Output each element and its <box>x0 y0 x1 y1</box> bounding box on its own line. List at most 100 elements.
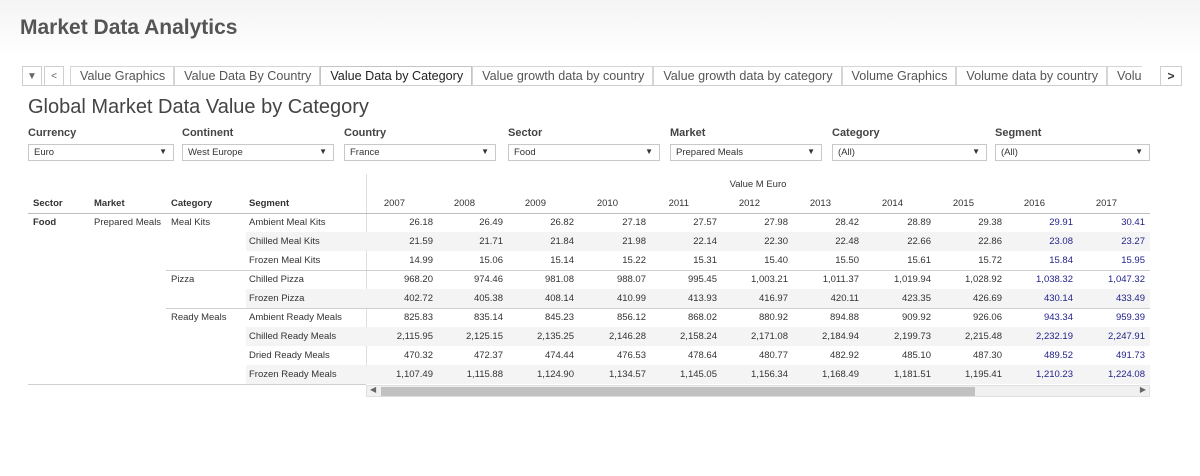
filter-currency: Currency Euro ▼ <box>28 127 174 161</box>
filter-value: Food <box>514 147 536 158</box>
column-header: Sector <box>33 198 63 209</box>
table-row: Frozen Pizza 402.72 405.38 408.14 410.99 413.… <box>246 289 1150 308</box>
tab-2[interactable]: Value Data by Category <box>320 66 473 85</box>
tab-0[interactable]: Value Graphics <box>70 66 175 85</box>
value-cell: 21.98 <box>622 236 646 247</box>
filter-dropdown[interactable]: Euro ▼ <box>28 144 174 161</box>
filter-value: (All) <box>838 147 855 158</box>
segment-label: Frozen Ready Meals <box>249 369 337 380</box>
table-row: Frozen Meal Kits 14.99 15.06 15.14 15.22 15.3… <box>246 251 1150 270</box>
tab-1[interactable]: Value Data By Country <box>174 66 321 85</box>
value-cell: 968.20 <box>403 274 433 285</box>
value-cell: 476.53 <box>616 350 646 361</box>
filter-value: Prepared Meals <box>676 147 744 158</box>
value-cell: 402.72 <box>403 293 433 304</box>
value-cell: 28.89 <box>907 217 931 228</box>
value-cell: 1,134.57 <box>609 369 646 380</box>
value-cell: 28.42 <box>835 217 859 228</box>
scroll-left-icon[interactable]: ◀ <box>370 385 377 394</box>
value-cell: 14.99 <box>409 255 433 266</box>
tab-5[interactable]: Volume Graphics <box>841 66 957 85</box>
table-row: Frozen Ready Meals 1,107.49 1,115.88 1,124.… <box>246 365 1150 384</box>
filter-label: Continent <box>182 127 234 139</box>
filter-dropdown[interactable]: France ▼ <box>344 144 496 161</box>
filter-market: Market Prepared Meals ▼ <box>670 127 822 161</box>
value-cell: 880.92 <box>758 312 788 323</box>
value-cell: 2,115.95 <box>396 331 433 342</box>
value-cell: 430.14 <box>1043 293 1073 304</box>
tab-7[interactable]: Volu <box>1107 66 1142 85</box>
caret-down-icon: ▼ <box>481 147 489 156</box>
value-cell: 894.88 <box>829 312 859 323</box>
value-cell: 15.14 <box>550 255 574 266</box>
value-cell: 15.84 <box>1049 255 1073 266</box>
horizontal-scrollbar[interactable]: ◀ ▶ <box>366 385 1150 397</box>
scrollbar-thumb[interactable] <box>381 387 975 396</box>
value-cell: 1,168.49 <box>822 369 859 380</box>
value-cell: 26.18 <box>409 217 433 228</box>
category-label: Pizza <box>171 274 195 285</box>
tab-4[interactable]: Value growth data by category <box>653 66 842 85</box>
value-cell: 21.71 <box>479 236 503 247</box>
value-cell: 974.46 <box>473 274 503 285</box>
caret-down-icon: ▼ <box>319 147 327 156</box>
caret-down-icon: ▼ <box>159 147 167 156</box>
value-cell: 943.34 <box>1043 312 1073 323</box>
segment-label: Frozen Pizza <box>249 293 305 304</box>
filter-country: Country France ▼ <box>344 127 496 161</box>
value-cell: 2,146.28 <box>609 331 646 342</box>
table-row: Chilled Ready Meals 2,115.95 2,125.15 2,135… <box>246 327 1150 346</box>
value-cell: 981.08 <box>544 274 574 285</box>
value-cell: 2,215.48 <box>965 331 1002 342</box>
caret-down-icon: ▼ <box>807 147 815 156</box>
value-cell: 27.57 <box>693 217 717 228</box>
value-cell: 2,247.91 <box>1108 331 1145 342</box>
value-cell: 480.77 <box>758 350 788 361</box>
caret-down-icon[interactable]: ▼ <box>22 66 42 86</box>
value-cell: 15.31 <box>693 255 717 266</box>
value-cell: 22.86 <box>978 236 1002 247</box>
filter-dropdown[interactable]: (All) ▼ <box>832 144 987 161</box>
top-bar: Market Data Analytics <box>0 0 1200 56</box>
value-cell: 15.06 <box>479 255 503 266</box>
year-header: 2011 <box>668 198 689 209</box>
value-cell: 22.30 <box>764 236 788 247</box>
filter-dropdown[interactable]: Food ▼ <box>508 144 660 161</box>
value-cell: 410.99 <box>616 293 646 304</box>
value-cell: 825.83 <box>403 312 433 323</box>
value-cell: 909.92 <box>901 312 931 323</box>
year-header: 2014 <box>881 198 903 209</box>
filter-dropdown[interactable]: (All) ▼ <box>995 144 1150 161</box>
table-bottom-rule <box>28 384 366 385</box>
value-cell: 868.02 <box>687 312 717 323</box>
value-cell: 1,047.32 <box>1108 274 1145 285</box>
filter-label: Segment <box>995 127 1042 139</box>
column-header: Segment <box>249 198 290 209</box>
segment-label: Chilled Ready Meals <box>249 331 337 342</box>
year-header: 2009 <box>524 198 546 209</box>
scroll-right-icon[interactable]: ▶ <box>1139 385 1146 394</box>
value-cell: 1,224.08 <box>1108 369 1145 380</box>
sector-label: Food <box>33 217 57 228</box>
tab-3[interactable]: Value growth data by country <box>472 66 654 85</box>
table-row: Dried Ready Meals 470.32 472.37 474.44 476.5… <box>246 346 1150 365</box>
chevron-right-icon[interactable]: > <box>1160 66 1182 86</box>
value-cell: 1,156.34 <box>751 369 788 380</box>
value-cell: 27.18 <box>622 217 646 228</box>
filter-dropdown[interactable]: Prepared Meals ▼ <box>670 144 822 161</box>
value-cell: 21.59 <box>409 236 433 247</box>
filter-dropdown[interactable]: West Europe ▼ <box>182 144 334 161</box>
filter-sector: Sector Food ▼ <box>508 127 660 161</box>
value-cell: 15.50 <box>835 255 859 266</box>
year-header: 2007 <box>383 198 405 209</box>
value-cell: 29.91 <box>1049 217 1073 228</box>
value-cell: 988.07 <box>616 274 646 285</box>
segment-label: Chilled Meal Kits <box>249 236 320 247</box>
value-cell: 15.61 <box>907 255 931 266</box>
value-cell: 487.30 <box>972 350 1002 361</box>
market-label: Prepared Meals <box>94 217 162 228</box>
chevron-left-icon[interactable]: < <box>44 66 64 86</box>
tab-6[interactable]: Volume data by country <box>956 66 1108 85</box>
value-cell: 1,195.41 <box>965 369 1002 380</box>
segment-label: Dried Ready Meals <box>249 350 330 361</box>
